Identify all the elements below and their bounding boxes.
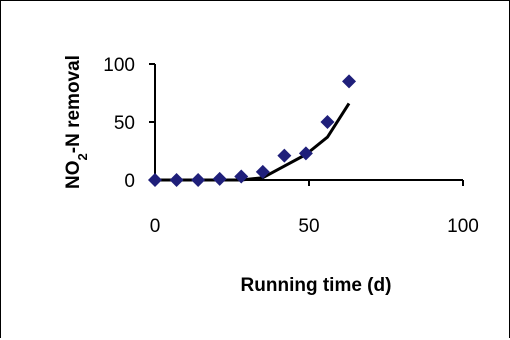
- y-axis-title-suffix: -N removal: [63, 55, 84, 153]
- y-tick-label: 100: [103, 55, 135, 76]
- x-axis-title: Running time (d): [241, 275, 392, 296]
- y-axis-title-subscript: 2: [75, 153, 90, 160]
- x-tick-label: 50: [298, 216, 319, 237]
- series-line: [155, 102, 351, 182]
- x-tick-label: 0: [150, 216, 161, 237]
- tick-labels: 0 50 100 0 50 100: [103, 55, 479, 237]
- x-tick-label: 100: [447, 216, 479, 237]
- tick-marks: [149, 63, 464, 186]
- data-point-marker: [191, 173, 206, 187]
- data-point-marker: [320, 115, 335, 129]
- data-point-marker: [234, 169, 249, 184]
- data-point-marker: [169, 173, 184, 187]
- series-points: [148, 74, 357, 187]
- y-tick-label: 0: [124, 171, 135, 192]
- y-axis-title-prefix: NO: [63, 160, 84, 189]
- data-point-marker: [212, 171, 227, 186]
- data-point-marker: [255, 164, 270, 179]
- y-tick-label: 50: [114, 113, 135, 134]
- data-point-marker: [148, 173, 162, 187]
- data-point-marker: [277, 148, 292, 163]
- data-point-marker: [342, 74, 357, 89]
- data-point-marker: [298, 146, 313, 161]
- y-axis-title: NO2-N removal: [63, 55, 90, 189]
